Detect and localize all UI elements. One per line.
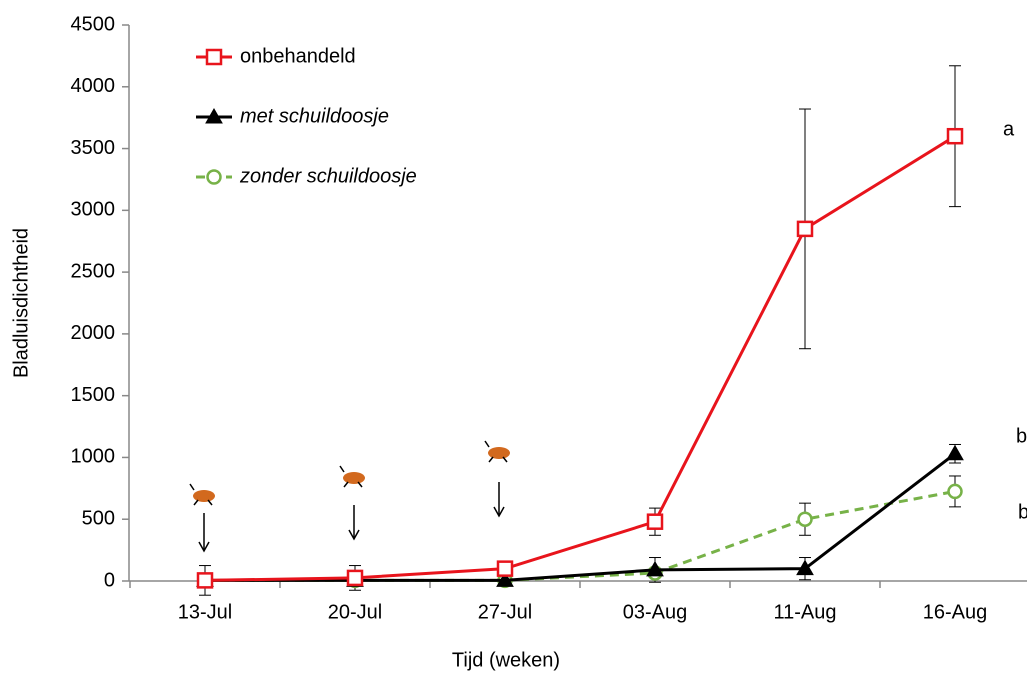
- data-point: [496, 571, 514, 587]
- y-tick-label: 1500: [71, 384, 116, 406]
- y-tick-label: 0: [104, 569, 115, 591]
- data-point: [646, 560, 664, 577]
- legend-marker: [205, 48, 223, 66]
- series-line: [204, 134, 956, 582]
- x-tick-label: 03-Aug: [623, 601, 688, 623]
- data-point: [496, 560, 514, 577]
- data-point: [796, 220, 814, 238]
- legend-marker: [205, 107, 223, 124]
- y-tick-label: 1000: [71, 446, 116, 468]
- series-line: [205, 452, 956, 582]
- legend-label: onbehandeld: [240, 45, 356, 67]
- y-tick-label: 2000: [71, 322, 116, 344]
- insect-markers: [189, 440, 510, 553]
- legend-label: zonder schuildoosje: [239, 165, 417, 187]
- y-tick-label: 500: [82, 508, 115, 530]
- data-point: [196, 572, 214, 589]
- y-axis-label: Bladluisdichtheid: [10, 228, 32, 378]
- x-axis-label: Tijd (weken): [452, 649, 560, 671]
- data-point: [947, 483, 963, 500]
- y-tick-label: 4000: [71, 75, 116, 97]
- data-point: [646, 513, 664, 530]
- y-tick-label: 2500: [71, 260, 116, 282]
- annotation: b: [1016, 425, 1027, 447]
- x-tick-label: 27-Jul: [478, 601, 532, 623]
- data-point: [946, 127, 964, 145]
- data-point: [797, 511, 813, 527]
- y-tick-label: 3000: [71, 199, 116, 221]
- legend-label: met schuildoosje: [240, 105, 389, 127]
- x-tick-label: 11-Aug: [773, 601, 836, 623]
- series-line: [205, 489, 956, 582]
- data-point: [796, 559, 814, 576]
- legend-marker: [206, 169, 222, 185]
- data-point: [946, 444, 964, 461]
- annotation: b: [1018, 501, 1027, 523]
- y-tick-label: 3500: [71, 137, 116, 159]
- data-point: [346, 569, 364, 587]
- x-tick-label: 20-Jul: [328, 601, 382, 623]
- x-tick-label: 13-Jul: [178, 601, 232, 623]
- x-tick-label: 16-Aug: [923, 601, 988, 623]
- annotation: a: [1003, 118, 1015, 140]
- y-tick-label: 4500: [71, 13, 116, 35]
